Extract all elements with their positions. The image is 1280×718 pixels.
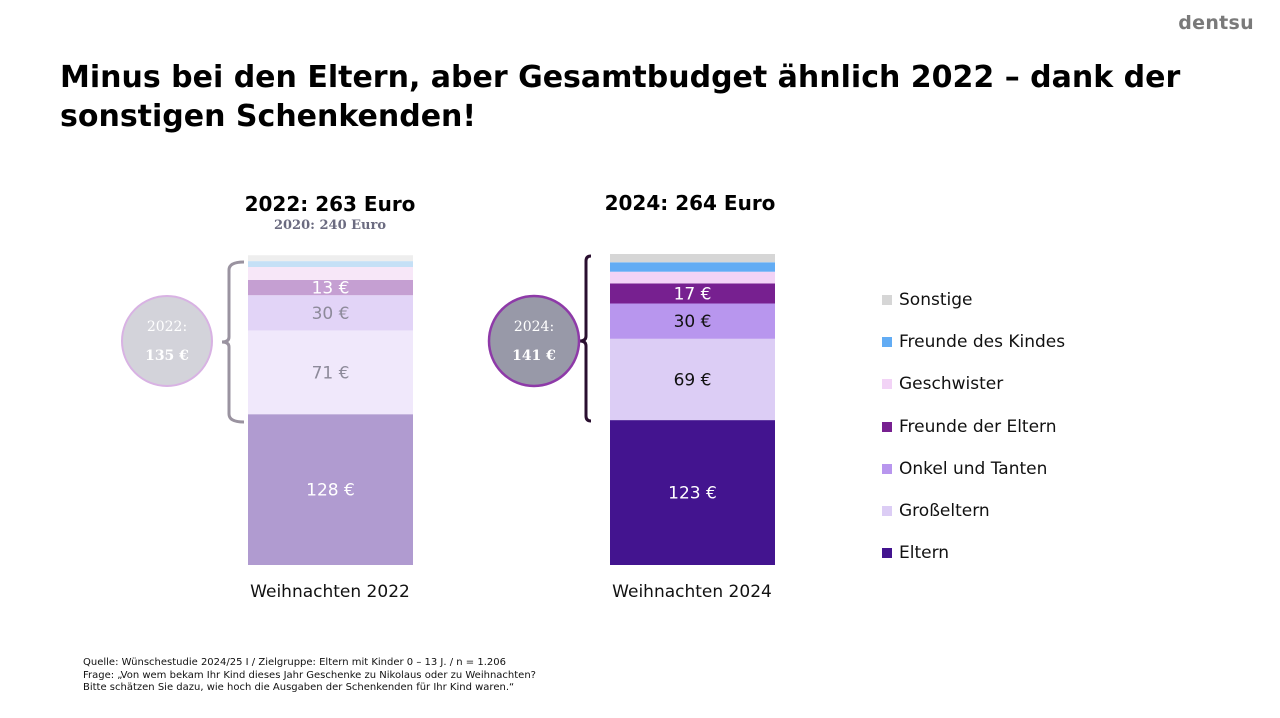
circle-2024-value: 141 € bbox=[512, 348, 556, 364]
legend-swatch-geschwister bbox=[882, 379, 892, 390]
bar-segment-2024-sonstige bbox=[610, 254, 775, 263]
header-2022-total: 2022: 263 Euro bbox=[244, 192, 416, 216]
category-label-2024: Weihnachten 2024 bbox=[612, 582, 772, 602]
header-2020-comparison: 2020: 240 Euro bbox=[273, 218, 387, 233]
legend-swatch-eltern bbox=[882, 548, 892, 559]
header-2024-total: 2024: 264 Euro bbox=[604, 191, 776, 215]
bar-segment-2022-geschwister bbox=[248, 267, 413, 280]
legend-label-grosseltern: Großeltern bbox=[899, 501, 990, 522]
legend-item-eltern: Eltern bbox=[882, 532, 1065, 574]
legend-swatch-sonstige bbox=[882, 295, 892, 306]
legend: Sonstige Freunde des Kindes Geschwister Fre… bbox=[882, 279, 1065, 574]
legend-item-geschwister: Geschwister bbox=[882, 363, 1065, 405]
bar-segment-2022-freunde-des-kindes bbox=[248, 261, 413, 267]
legend-label-onkel-und-tanten: Onkel und Tanten bbox=[899, 458, 1048, 479]
circle-2024-year: 2024: bbox=[514, 319, 554, 335]
bar-segment-2022-eltern bbox=[248, 414, 413, 565]
data-label-2022-eltern: 128 € bbox=[306, 481, 355, 501]
bar-segment-2022-freunde-der-eltern bbox=[248, 279, 413, 296]
data-label-2022-grosseltern: 71 € bbox=[312, 363, 350, 383]
footnote-source: Quelle: Wünschestudie 2024/25 I / Zielgr… bbox=[83, 657, 506, 668]
data-label-2024-eltern: 123 € bbox=[668, 484, 717, 504]
bar-segment-2024-freunde-der-eltern bbox=[610, 283, 775, 304]
bar-segment-2022-onkel-und-tanten bbox=[248, 295, 413, 331]
bar-segment-2022-grosseltern bbox=[248, 330, 413, 415]
parents-circle-2024 bbox=[487, 294, 581, 388]
legend-swatch-grosseltern bbox=[882, 506, 892, 517]
legend-item-freunde-des-kindes: Freunde des Kindes bbox=[882, 321, 1065, 363]
parents-circle-2022 bbox=[121, 295, 213, 387]
bar-segment-2022-sonstige bbox=[248, 255, 413, 262]
legend-swatch-onkel-und-tanten bbox=[882, 463, 892, 474]
bar-segment-2024-freunde-des-kindes bbox=[610, 262, 775, 272]
bar-segment-2024-geschwister bbox=[610, 271, 775, 284]
bar-segment-2024-onkel-und-tanten bbox=[610, 303, 775, 339]
legend-item-onkel-und-tanten: Onkel und Tanten bbox=[882, 448, 1065, 490]
legend-label-sonstige: Sonstige bbox=[899, 290, 973, 311]
data-label-2024-freunde-der-eltern: 17 € bbox=[674, 285, 712, 305]
footnote: Quelle: Wünschestudie 2024/25 I / Zielgr… bbox=[83, 657, 536, 695]
data-label-2024-onkel-und-tanten: 30 € bbox=[674, 312, 712, 332]
data-label-2024-grosseltern: 69 € bbox=[674, 371, 712, 391]
bracket-2024 bbox=[579, 254, 592, 423]
legend-swatch-freunde-der-eltern bbox=[882, 421, 892, 432]
footnote-question-cont: Bitte schätzen Sie dazu, wie hoch die Au… bbox=[83, 682, 515, 693]
legend-item-grosseltern: Großeltern bbox=[882, 490, 1065, 532]
header-2024: 2024: 264 Euro bbox=[560, 191, 820, 215]
bracket-2022 bbox=[221, 260, 245, 424]
bar-segment-2024-eltern bbox=[610, 420, 775, 565]
dentsu-logo: dentsu bbox=[1178, 12, 1254, 34]
legend-item-sonstige: Sonstige bbox=[882, 279, 1065, 321]
circle-2022-year: 2022: bbox=[147, 319, 187, 335]
legend-label-eltern: Eltern bbox=[899, 543, 950, 564]
header-2022: 2022: 263 Euro 2020: 240 Euro bbox=[200, 192, 460, 233]
circle-2022-value: 135 € bbox=[145, 348, 189, 364]
bar-segment-2024-grosseltern bbox=[610, 338, 775, 421]
category-label-2022: Weihnachten 2022 bbox=[250, 582, 410, 602]
data-label-2022-onkel-und-tanten: 30 € bbox=[312, 304, 350, 324]
legend-swatch-freunde-des-kindes bbox=[882, 337, 892, 348]
footnote-question: Frage: „Von wem bekam Ihr Kind dieses Ja… bbox=[83, 669, 536, 681]
data-label-2022-freunde-der-eltern: 13 € bbox=[312, 279, 350, 299]
slide-title: Minus bei den Eltern, aber Gesamtbudget … bbox=[60, 60, 1181, 134]
legend-item-freunde-der-eltern: Freunde der Eltern bbox=[882, 406, 1065, 448]
legend-label-freunde-des-kindes: Freunde des Kindes bbox=[899, 332, 1066, 353]
legend-label-freunde-der-eltern: Freunde der Eltern bbox=[899, 416, 1057, 437]
legend-label-geschwister: Geschwister bbox=[899, 374, 1004, 395]
